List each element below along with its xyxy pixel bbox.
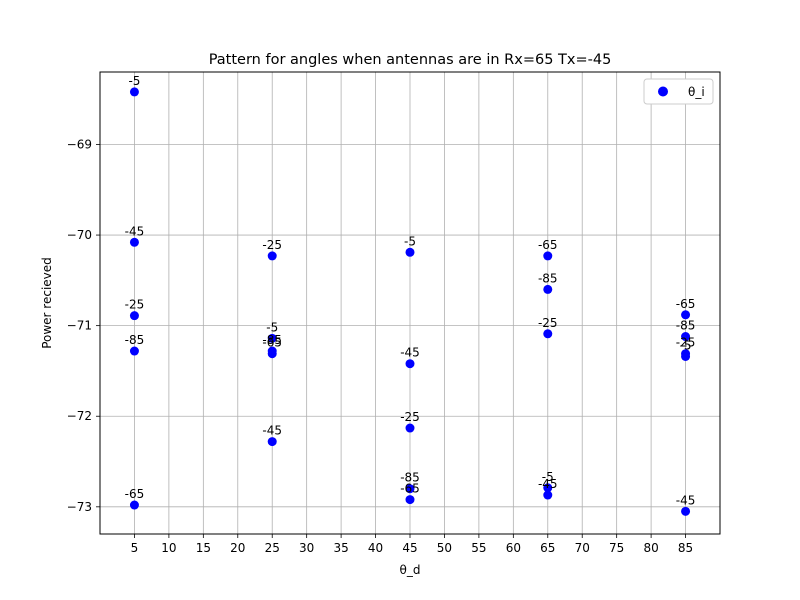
- x-tick-label: 60: [506, 541, 521, 555]
- data-point: [681, 506, 691, 516]
- x-tick-label: 5: [131, 541, 139, 555]
- data-point-label: -45: [262, 424, 282, 438]
- x-tick-label: 15: [196, 541, 211, 555]
- data-point-label: -45: [400, 346, 420, 360]
- data-point: [405, 247, 415, 257]
- data-point: [543, 483, 553, 493]
- grid-lines: [100, 72, 720, 534]
- data-point: [267, 349, 277, 359]
- legend-box: [643, 78, 714, 105]
- data-point-label: -85: [676, 319, 696, 333]
- x-tick-label: 10: [161, 541, 176, 555]
- data-point-label: -5: [542, 470, 554, 484]
- data-point-label: -5: [680, 338, 692, 352]
- chart-title: Pattern for angles when antennas are in …: [209, 52, 612, 68]
- x-tick-label: 35: [333, 541, 348, 555]
- data-point: [267, 437, 277, 447]
- data-points: [129, 87, 691, 516]
- x-axis-ticks: 5 10 15 20 25 30 35 40 45 50 55 60 65 70 75 80 85: [131, 534, 693, 555]
- y-axis-ticks: −73 −72 −71 −70 −69: [67, 137, 100, 514]
- data-point-label: -85: [400, 471, 420, 485]
- y-tick-label: −73: [67, 500, 92, 514]
- x-tick-label: 80: [643, 541, 658, 555]
- data-point-label: -45: [125, 224, 145, 238]
- data-point-label: -65: [538, 238, 558, 252]
- data-point-label: -25: [538, 316, 558, 330]
- data-point: [543, 490, 553, 500]
- data-point-label: -25: [262, 238, 282, 252]
- data-point-label: -85: [125, 333, 145, 347]
- data-point-label: -5: [128, 74, 140, 88]
- data-point: [681, 332, 691, 342]
- data-point-label: -25: [400, 410, 420, 424]
- data-point-label: -45: [538, 477, 558, 491]
- data-point: [129, 500, 139, 510]
- legend-marker: [658, 86, 668, 97]
- data-point-label: -65: [125, 487, 145, 501]
- data-point-label: -85: [538, 271, 558, 285]
- x-tick-label: 45: [402, 541, 417, 555]
- x-tick-label: 75: [609, 541, 624, 555]
- data-point: [129, 237, 139, 247]
- data-point-label: -45: [676, 493, 696, 507]
- data-point: [129, 87, 139, 97]
- data-point: [267, 333, 277, 343]
- data-point: [543, 284, 553, 294]
- x-tick-label: 40: [368, 541, 383, 555]
- legend-entry-label: θ_i: [688, 85, 705, 99]
- x-axis-label: θ_d: [400, 563, 421, 577]
- data-point-label: -25: [125, 298, 145, 312]
- y-tick-label: −70: [67, 228, 92, 242]
- data-point-label: -65: [676, 297, 696, 311]
- data-point: [543, 251, 553, 261]
- data-point: [405, 359, 415, 369]
- x-tick-label: 25: [265, 541, 280, 555]
- legend: θ_i: [643, 78, 714, 105]
- x-tick-label: 30: [299, 541, 314, 555]
- data-point: [405, 495, 415, 505]
- data-point: [405, 484, 415, 494]
- y-tick-label: −69: [67, 137, 92, 151]
- data-labels: -5-45-25-85-65-25-5-85-65-45-5-45-25-85-…: [125, 74, 696, 507]
- data-point: [681, 310, 691, 320]
- x-tick-label: 85: [678, 541, 693, 555]
- x-tick-label: 20: [230, 541, 245, 555]
- data-point-label: -5: [404, 234, 416, 248]
- data-point-label: -65: [400, 482, 420, 496]
- x-tick-label: 70: [575, 541, 590, 555]
- data-point: [267, 251, 277, 261]
- data-point-label: -25: [676, 336, 696, 350]
- x-tick-label: 55: [471, 541, 486, 555]
- y-axis-label: Power recieved: [40, 257, 54, 349]
- x-tick-label: 50: [437, 541, 452, 555]
- data-point-label: -5: [266, 320, 278, 334]
- data-point: [543, 329, 553, 339]
- data-point-label: -85: [262, 333, 282, 347]
- y-tick-label: −71: [67, 319, 92, 333]
- data-point: [681, 351, 691, 361]
- data-point: [405, 423, 415, 433]
- data-point: [129, 346, 139, 356]
- x-tick-label: 65: [540, 541, 555, 555]
- data-point: [129, 311, 139, 321]
- data-point-label: -65: [262, 336, 282, 350]
- y-tick-label: −72: [67, 409, 92, 423]
